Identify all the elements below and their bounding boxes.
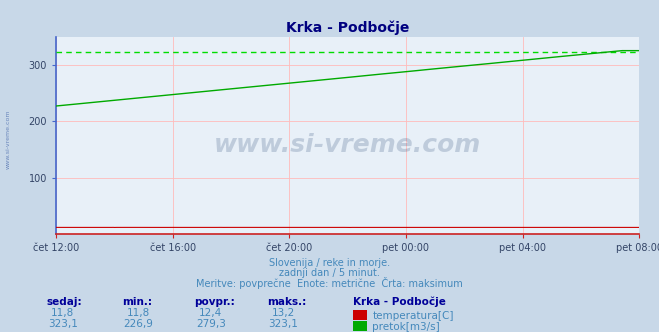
Text: 12,4: 12,4 <box>199 308 223 318</box>
Text: www.si-vreme.com: www.si-vreme.com <box>6 110 11 169</box>
Text: 323,1: 323,1 <box>268 319 299 329</box>
Text: 13,2: 13,2 <box>272 308 295 318</box>
Text: temperatura[C]: temperatura[C] <box>372 311 454 321</box>
Text: sedaj:: sedaj: <box>46 297 82 307</box>
Text: Slovenija / reke in morje.: Slovenija / reke in morje. <box>269 258 390 268</box>
Text: 323,1: 323,1 <box>47 319 78 329</box>
Text: 11,8: 11,8 <box>127 308 150 318</box>
Text: 279,3: 279,3 <box>196 319 226 329</box>
Text: 11,8: 11,8 <box>51 308 74 318</box>
Text: Krka - Podbočje: Krka - Podbočje <box>353 296 445 307</box>
Text: min.:: min.: <box>122 297 152 307</box>
Text: maks.:: maks.: <box>267 297 306 307</box>
Text: povpr.:: povpr.: <box>194 297 235 307</box>
Text: Meritve: povprečne  Enote: metrične  Črta: maksimum: Meritve: povprečne Enote: metrične Črta:… <box>196 277 463 289</box>
Text: www.si-vreme.com: www.si-vreme.com <box>214 133 481 157</box>
Text: pretok[m3/s]: pretok[m3/s] <box>372 322 440 332</box>
Text: 226,9: 226,9 <box>123 319 154 329</box>
Title: Krka - Podbočje: Krka - Podbočje <box>286 21 409 35</box>
Text: zadnji dan / 5 minut.: zadnji dan / 5 minut. <box>279 268 380 278</box>
